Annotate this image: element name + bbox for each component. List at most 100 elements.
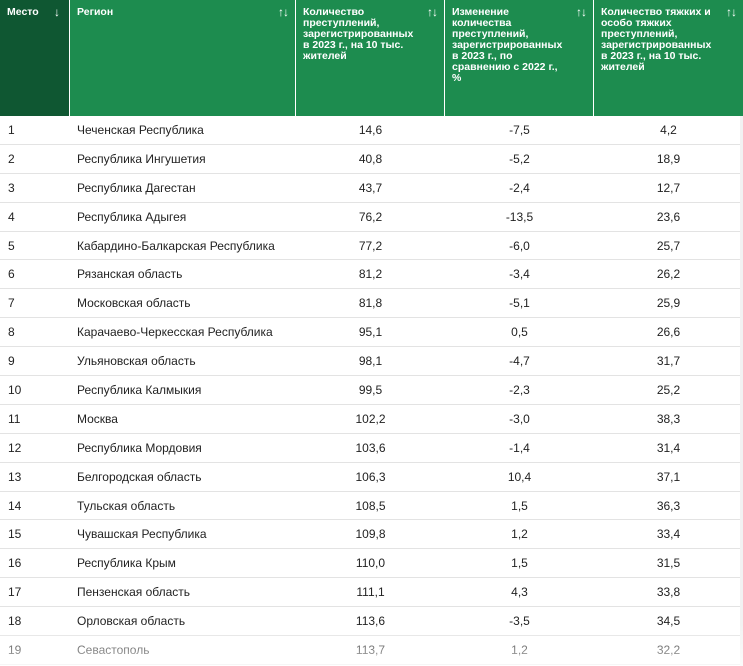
crimes-cell: 40,8 [358,151,383,166]
region-cell: Республика Адыгея [77,209,187,224]
crimes-cell: 77,2 [358,238,383,253]
change-cell: 1,5 [511,556,528,571]
rank-cell: 8 [8,325,15,340]
column-header-label: Изменение количества преступлений, зарег… [452,6,563,84]
column-header-change[interactable]: Изменение количества преступлений, зарег… [445,0,594,116]
grave-crimes-cell: 33,8 [656,585,681,600]
table-row: 11 Москва 102,2 -3,0 38,3 [0,405,743,434]
region-cell: Республика Дагестан [77,180,196,195]
crimes-cell: 14,6 [358,122,383,137]
change-cell: -3,5 [509,614,530,629]
grave-crimes-cell: 31,7 [656,354,681,369]
table-row: 17 Пензенская область 111,1 4,3 33,8 [0,578,743,608]
rank-cell: 9 [8,354,15,369]
grave-crimes-cell: 32,2 [656,642,681,657]
table-row: 7 Московская область 81,8 -5,1 25,9 [0,289,743,319]
sort-desc-icon[interactable]: ↓ [54,5,60,19]
grave-crimes-cell: 33,4 [656,527,681,542]
column-header-label: Количество тяжких и особо тяжких преступ… [601,6,712,73]
crimes-cell: 102,2 [355,411,386,426]
change-cell: 1,5 [511,498,528,513]
rank-cell: 11 [8,411,21,426]
column-header-label: Количество преступлений, зарегистрирован… [303,6,414,62]
crimes-cell: 111,1 [356,585,385,600]
sort-toggle-icon[interactable]: ↑↓ [278,5,289,19]
change-cell: 10,4 [507,469,532,484]
table-row: 8 Карачаево-Черкесская Республика 95,1 0,5 2… [0,318,743,348]
change-cell: -2,3 [509,382,530,397]
crimes-cell: 109,8 [355,527,386,542]
table-row: 18 Орловская область 113,6 -3,5 34,5 [0,607,743,637]
rank-cell: 12 [8,440,22,455]
crimes-cell: 110,0 [355,556,386,571]
rank-cell: 2 [8,151,15,166]
grave-crimes-cell: 25,9 [656,296,681,311]
grave-crimes-cell: 31,4 [656,440,681,455]
change-cell: 4,3 [511,585,528,600]
change-cell: -5,1 [509,296,530,311]
crimes-cell: 76,2 [358,209,383,224]
sort-toggle-icon[interactable]: ↑↓ [726,5,737,19]
column-header-label: Регион [77,6,114,18]
region-cell: Кабардино-Балкарская Республика [77,238,275,253]
region-cell: Рязанская область [77,267,183,282]
table-row: 9 Ульяновская область 98,1 -4,7 31,7 [0,347,743,377]
rank-cell: 1 [8,122,15,137]
column-header-rank[interactable]: Место ↓ [0,0,70,116]
sort-toggle-icon[interactable]: ↑↓ [427,5,438,19]
change-cell: -4,7 [509,354,530,369]
region-cell: Республика Ингушетия [77,151,206,166]
table-row: 15 Чувашская Республика 109,8 1,2 33,4 [0,520,743,550]
column-header-crimes[interactable]: Количество преступлений, зарегистрирован… [296,0,445,116]
change-cell: -7,5 [509,122,530,137]
rank-cell: 5 [8,238,15,253]
grave-crimes-cell: 37,1 [656,469,681,484]
rank-cell: 14 [8,498,22,513]
table-row: 1 Чеченская Республика 14,6 -7,5 4,2 [0,116,743,145]
table-row: 6 Рязанская область 81,2 -3,4 26,2 [0,260,743,290]
region-cell: Московская область [77,296,191,311]
rank-cell: 17 [8,585,22,600]
rank-cell: 10 [8,382,22,397]
crimes-cell: 81,2 [358,267,383,282]
region-cell: Ульяновская область [77,354,196,369]
vertical-scrollbar[interactable] [740,116,743,666]
grave-crimes-cell: 36,3 [656,498,681,513]
rank-cell: 6 [8,267,15,282]
change-cell: -13,5 [505,209,534,224]
rank-cell: 16 [8,556,22,571]
crimes-cell: 99,5 [358,382,383,397]
grave-crimes-cell: 38,3 [656,411,681,426]
region-cell: Москва [77,411,118,426]
rank-cell: 18 [8,614,22,629]
change-cell: -2,4 [509,180,530,195]
table-row: 5 Кабардино-Балкарская Республика 77,2 -6,0… [0,232,743,261]
table-header: Место ↓ Регион ↑↓ Количество преступлени… [0,0,743,116]
change-cell: -3,4 [509,267,530,282]
column-header-grave-crimes[interactable]: Количество тяжких и особо тяжких преступ… [594,0,743,116]
table-row: 13 Белгородская область 106,3 10,4 37,1 [0,463,743,492]
table-row: 3 Республика Дагестан 43,7 -2,4 12,7 [0,174,743,203]
region-cell: Белгородская область [77,469,202,484]
sort-toggle-icon[interactable]: ↑↓ [576,5,587,19]
region-cell: Орловская область [77,614,186,629]
crimes-cell: 106,3 [355,469,386,484]
column-header-label: Место [7,6,39,18]
grave-crimes-cell: 31,5 [656,556,681,571]
region-cell: Севастополь [77,642,150,657]
rank-cell: 15 [8,527,22,542]
table-row: 4 Республика Адыгея 76,2 -13,5 23,6 [0,203,743,232]
table-row: 12 Республика Мордовия 103,6 -1,4 31,4 [0,434,743,463]
region-cell: Тульская область [77,498,176,513]
region-cell: Чеченская Республика [77,122,204,137]
change-cell: 1,2 [511,527,528,542]
rank-cell: 13 [8,469,22,484]
column-header-region[interactable]: Регион ↑↓ [70,0,296,116]
grave-crimes-cell: 25,7 [656,238,681,253]
grave-crimes-cell: 25,2 [656,382,681,397]
crimes-cell: 81,8 [358,296,383,311]
rank-cell: 7 [8,296,15,311]
change-cell: 0,5 [511,325,528,340]
region-cell: Карачаево-Черкесская Республика [77,325,273,340]
table-row: 10 Республика Калмыкия 99,5 -2,3 25,2 [0,376,743,405]
